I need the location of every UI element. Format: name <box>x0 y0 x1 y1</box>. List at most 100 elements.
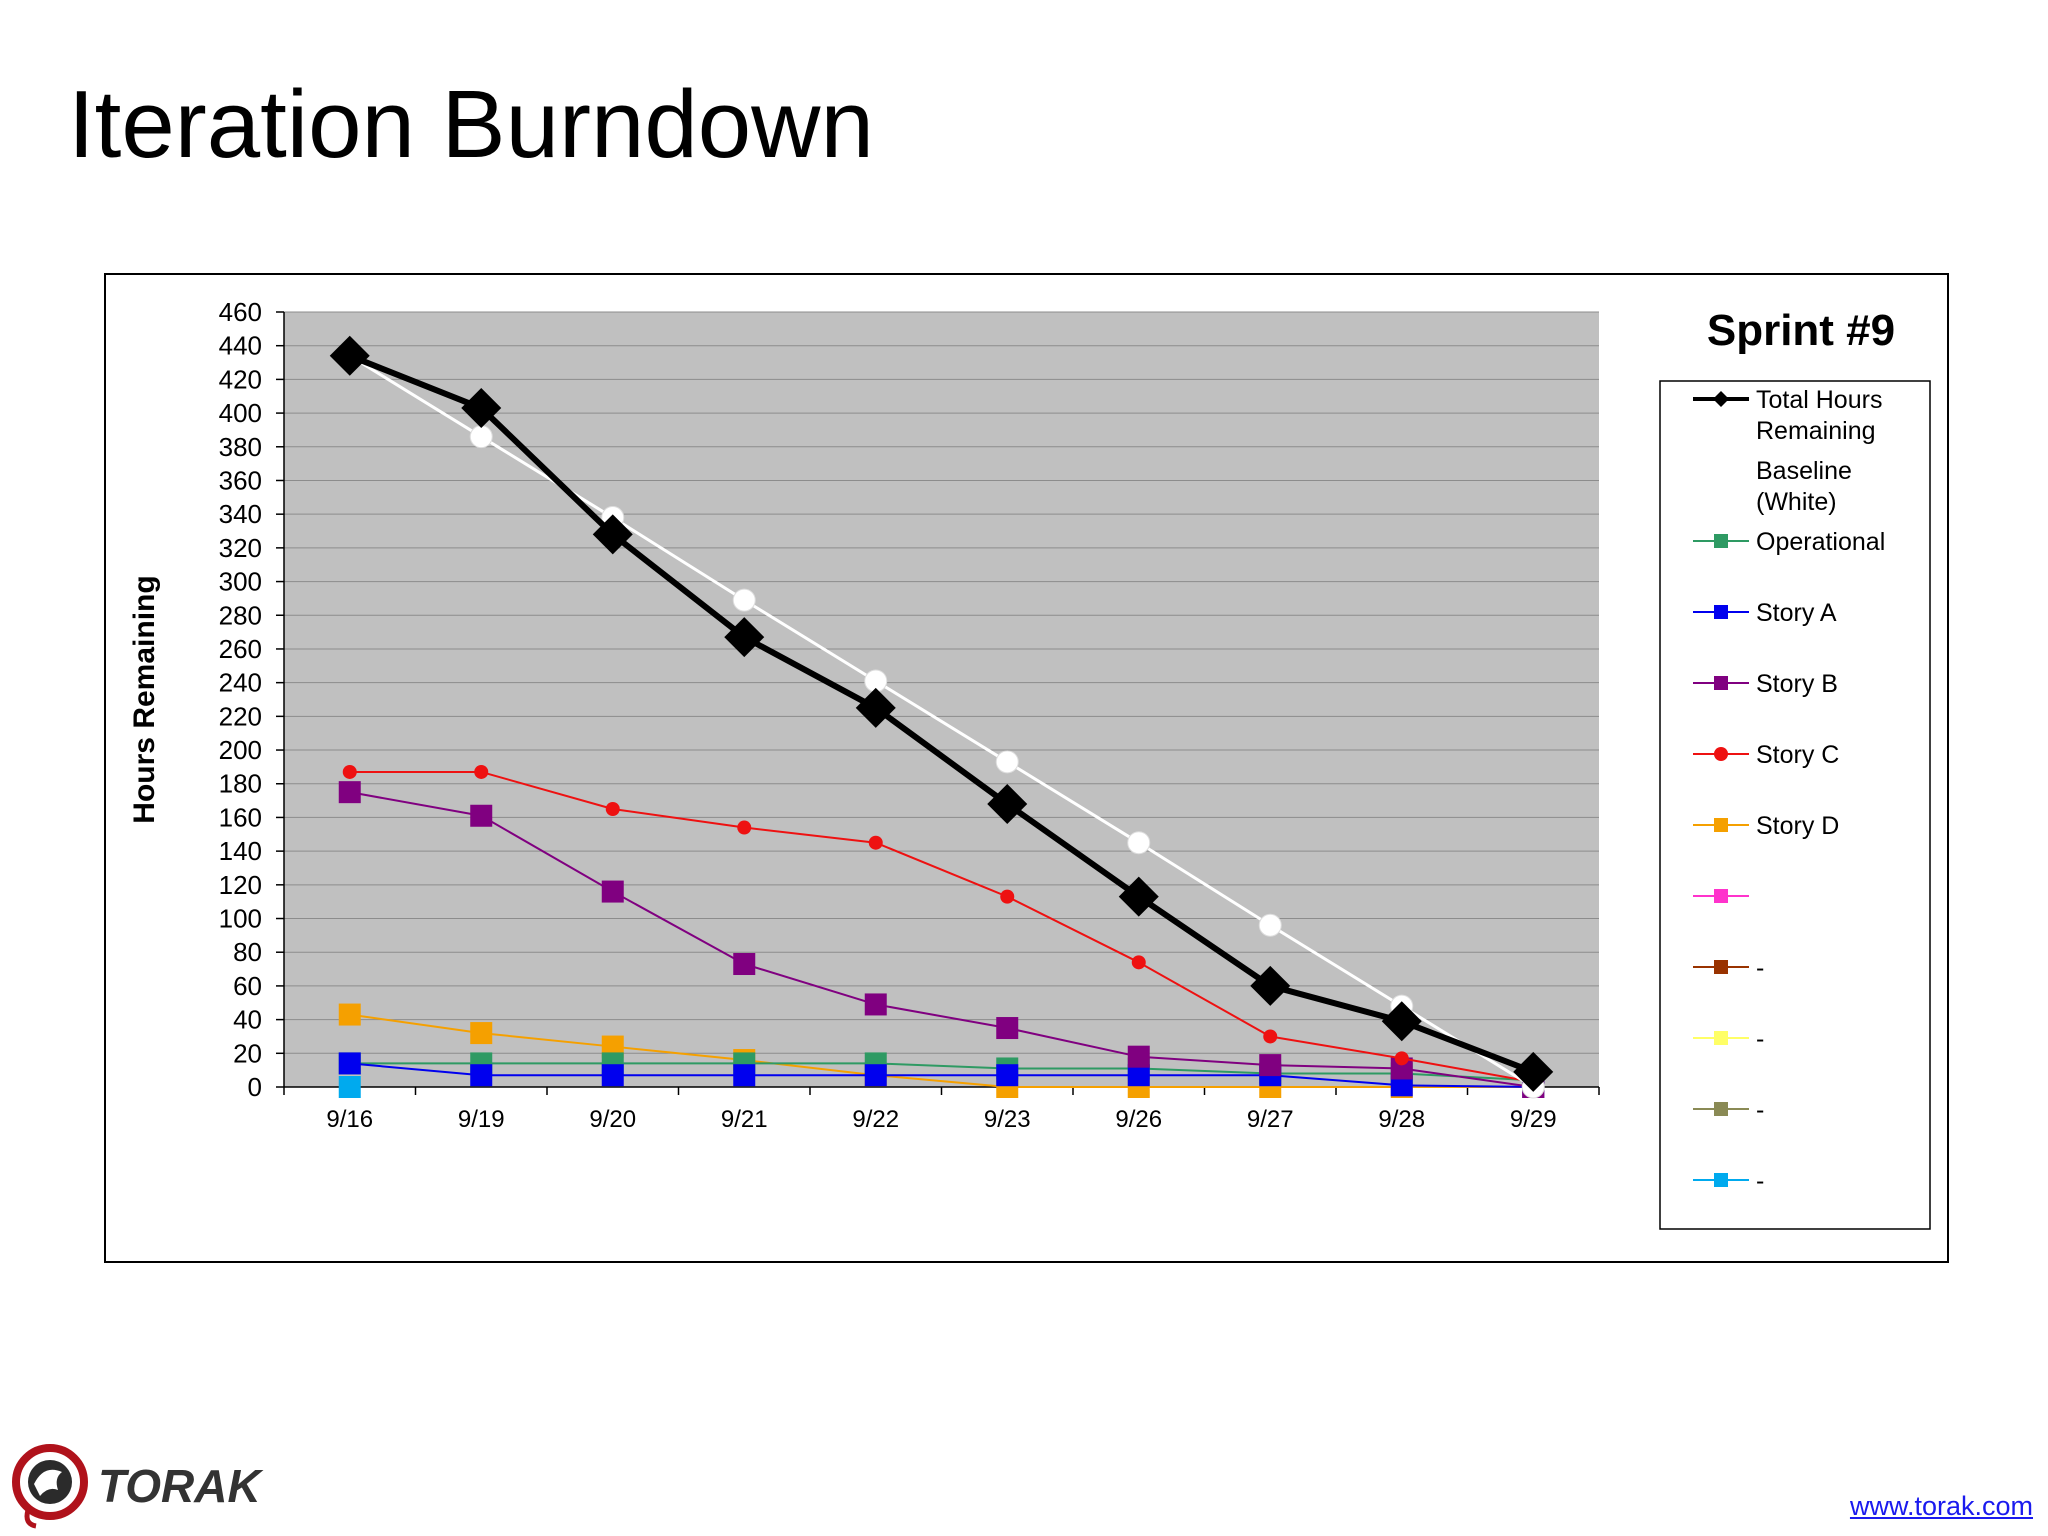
legend-swatch-marker <box>1714 818 1728 832</box>
data-point <box>461 388 502 429</box>
legend-swatch-marker <box>1714 1031 1728 1045</box>
legend-item: Story B <box>1693 670 1838 698</box>
y-axis-label: Hours Remaining <box>128 575 161 823</box>
logo-text: TORAK <box>98 1460 263 1512</box>
data-point <box>1513 1051 1554 1092</box>
y-tick-label: 220 <box>219 701 262 731</box>
chart-title: Sprint #9 <box>1707 306 1895 355</box>
series-line <box>349 1013 1534 1088</box>
plot-area <box>284 312 1599 1087</box>
chart-frame: 0 20 40 60 80 100 120 140 160 180 200 220 240 260 280 3… <box>104 273 1949 1263</box>
x-tick-label: 9/21 <box>721 1106 768 1133</box>
legend-swatch-marker <box>1714 605 1728 619</box>
y-tick-label: 60 <box>233 971 262 1001</box>
data-point <box>996 1017 1019 1040</box>
data-point <box>1118 876 1159 917</box>
series-line <box>349 791 1534 1088</box>
legend-item: - <box>1693 1167 1764 1195</box>
series-line <box>348 353 1535 1075</box>
data-point <box>855 687 896 728</box>
data-point <box>1258 913 1282 937</box>
legend-label: Baseline <box>1756 457 1852 485</box>
legend-box <box>1659 380 1931 1230</box>
data-point <box>995 750 1019 774</box>
series-line <box>349 1062 1534 1082</box>
y-tick-label: 0 <box>248 1072 262 1102</box>
y-tick-label: 340 <box>219 499 262 529</box>
y-tick-label: 140 <box>219 836 262 866</box>
legend-label: Remaining <box>1756 417 1876 445</box>
x-tick-label: 9/22 <box>852 1106 899 1133</box>
y-tick-label: 200 <box>219 735 262 765</box>
legend-label: - <box>1756 954 1764 982</box>
legend-item: - <box>1693 1025 1764 1053</box>
y-tick-label: 380 <box>219 432 262 462</box>
legend-swatch-marker <box>1714 534 1728 548</box>
legend-label: (White) <box>1756 488 1837 516</box>
legend-item: Total Hours Remaining <box>1693 386 1882 445</box>
legend-item: Story D <box>1693 812 1839 840</box>
data-point <box>1394 1051 1409 1066</box>
series-total-hours-remaining <box>329 335 1554 1092</box>
y-tick-label: 420 <box>219 364 262 394</box>
y-tick-label: 180 <box>219 769 262 799</box>
data-point <box>329 335 370 376</box>
data-point <box>724 617 765 658</box>
y-tick-label: 360 <box>219 465 262 495</box>
torak-website-link[interactable]: www.torak.com <box>1849 1491 2033 1521</box>
data-point <box>601 1064 624 1087</box>
x-tick-label: 9/29 <box>1510 1106 1557 1133</box>
data-point <box>338 781 361 804</box>
y-tick-label: 400 <box>219 398 262 428</box>
legend-label: Total Hours <box>1756 386 1882 414</box>
data-point <box>1263 1029 1278 1044</box>
data-point <box>469 425 493 449</box>
data-point <box>1250 965 1291 1006</box>
data-point <box>1390 1074 1413 1097</box>
legend-item: Story C <box>1693 741 1839 769</box>
y-tick-label: 20 <box>233 1038 262 1068</box>
data-point <box>1000 889 1015 904</box>
legend-label: Story C <box>1756 741 1839 769</box>
data-point <box>605 802 620 817</box>
data-point <box>732 588 756 612</box>
legend-label: - <box>1756 1025 1764 1053</box>
legend-item <box>1693 889 1749 903</box>
data-point <box>342 764 357 779</box>
legend-label: Story A <box>1756 599 1837 627</box>
y-tick-label: 120 <box>219 870 262 900</box>
y-tick-label: 160 <box>219 802 262 832</box>
data-point <box>733 953 756 976</box>
data-point <box>1127 831 1151 855</box>
legend-item: Operational <box>1693 528 1885 556</box>
legend-item: Baseline (White) <box>1756 457 1852 516</box>
burndown-chart: 0204060801001201401601802002202402602803… <box>128 297 1931 1230</box>
data-point <box>474 764 489 779</box>
series-story-c <box>342 764 1541 1089</box>
data-point <box>601 1035 624 1058</box>
x-tick-label: 9/16 <box>326 1106 373 1133</box>
legend-swatch-marker <box>1714 747 1728 761</box>
y-tick-label: 80 <box>233 937 262 967</box>
y-tick-label: 240 <box>219 668 262 698</box>
data-point <box>1127 1064 1150 1087</box>
legend-label: Operational <box>1756 528 1885 556</box>
x-tick-label: 9/26 <box>1115 1106 1162 1133</box>
legend-item: - <box>1693 1096 1764 1124</box>
torak-logo: TORAK <box>10 1440 300 1530</box>
data-point <box>864 993 887 1016</box>
data-point <box>601 880 624 903</box>
data-point <box>864 1064 887 1087</box>
data-point <box>470 1064 493 1087</box>
legend-swatch-marker <box>1714 1173 1728 1187</box>
series-unnamed <box>338 1076 361 1098</box>
series-line <box>349 770 1534 1083</box>
data-point <box>996 1064 1019 1087</box>
data-point <box>338 1003 361 1026</box>
legend-label: Story D <box>1756 812 1839 840</box>
legend-swatch-marker <box>1714 1102 1728 1116</box>
y-tick-label: 460 <box>219 297 262 327</box>
legend-swatch-marker <box>1714 889 1728 903</box>
x-tick-label: 9/23 <box>984 1106 1031 1133</box>
y-tick-label: 100 <box>219 904 262 934</box>
